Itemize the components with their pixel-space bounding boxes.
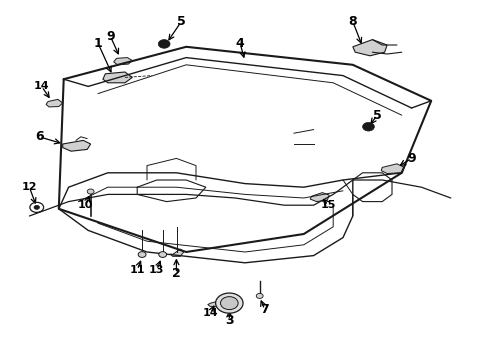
Text: 8: 8 — [348, 15, 357, 28]
Polygon shape — [310, 193, 329, 202]
Polygon shape — [171, 249, 184, 256]
Polygon shape — [208, 301, 222, 307]
Text: 14: 14 — [34, 81, 49, 91]
Circle shape — [138, 252, 146, 257]
Text: 13: 13 — [149, 265, 165, 275]
Text: 14: 14 — [203, 308, 219, 318]
Circle shape — [87, 189, 94, 194]
Circle shape — [220, 297, 238, 310]
Circle shape — [216, 293, 243, 313]
Polygon shape — [353, 40, 387, 56]
Circle shape — [159, 252, 167, 257]
Text: 10: 10 — [78, 200, 94, 210]
Polygon shape — [46, 99, 63, 107]
Text: 9: 9 — [407, 152, 416, 165]
Polygon shape — [103, 72, 132, 83]
Text: 7: 7 — [260, 303, 269, 316]
Text: 9: 9 — [106, 30, 115, 42]
Text: 6: 6 — [35, 130, 44, 143]
Text: 4: 4 — [236, 37, 245, 50]
Text: 3: 3 — [225, 314, 234, 327]
Text: 12: 12 — [22, 182, 37, 192]
Circle shape — [158, 40, 170, 48]
Text: 2: 2 — [172, 267, 181, 280]
Polygon shape — [114, 58, 132, 65]
Text: 5: 5 — [373, 109, 382, 122]
Text: 15: 15 — [320, 200, 336, 210]
Text: 11: 11 — [129, 265, 145, 275]
Circle shape — [34, 205, 40, 210]
Text: 1: 1 — [94, 37, 102, 50]
Polygon shape — [63, 140, 91, 151]
Circle shape — [256, 293, 263, 298]
Polygon shape — [381, 164, 404, 174]
Circle shape — [363, 122, 374, 131]
Text: 5: 5 — [177, 15, 186, 28]
